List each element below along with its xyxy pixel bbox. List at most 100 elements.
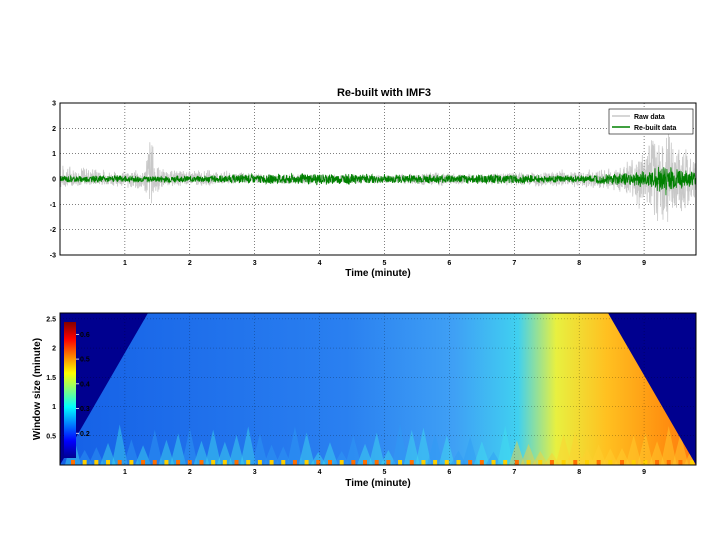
heatmap-hot-cell: [398, 460, 403, 465]
heatmap-bump: [532, 451, 549, 465]
heatmap-hot-cell: [94, 460, 99, 465]
top-y-tick-label: 1: [52, 151, 56, 158]
legend-label-rebuilt: Re-built data: [634, 125, 676, 132]
heatmap-bump: [392, 423, 409, 465]
bottom-plot-frame: [59, 312, 697, 466]
heatmap-hot-cell: [596, 460, 601, 465]
heatmap-hot-cell: [234, 460, 239, 465]
heatmap-hot-cell: [199, 460, 204, 465]
heatmap-hot-cell: [374, 460, 379, 465]
heatmap-hot-cell: [620, 460, 625, 465]
bottom-x-tick-label: 7: [512, 469, 516, 476]
heatmap-bump: [672, 433, 689, 465]
heatmap-bump: [578, 448, 595, 465]
heatmap-hot-cell: [433, 460, 438, 465]
heatmap-bump: [123, 439, 140, 465]
bottom-x-tick-label: 5: [383, 469, 387, 476]
heatmap-hot-cell: [304, 460, 309, 465]
heatmap-bump: [146, 429, 163, 465]
top-x-ticks: 1 2 3 4 5 6 7 8 9: [123, 260, 646, 267]
heatmap-bump: [193, 440, 210, 465]
heatmap-bump: [590, 444, 607, 465]
bottom-y-ticks: 0.5 1 1.5 2 2.5: [46, 316, 56, 440]
heatmap-bump: [438, 435, 455, 465]
heatmap-bump: [462, 436, 479, 465]
heatmap-bump: [485, 451, 502, 465]
bottom-y-tick-label: 2: [52, 346, 56, 353]
heatmap-bump: [450, 450, 467, 465]
heatmap-bump: [497, 425, 514, 465]
heatmap-hot-cell: [211, 460, 216, 465]
bottom-grid: [60, 313, 696, 465]
heatmap-hot-cell: [106, 460, 111, 465]
top-legend: Raw data Re-built data: [608, 108, 694, 135]
heatmap-hot-cell: [666, 460, 671, 465]
heatmap-hot-cell: [339, 460, 344, 465]
heatmap-hot-cell: [584, 460, 589, 465]
heatmap-bump: [567, 431, 584, 465]
heatmap-bump: [660, 426, 677, 465]
heatmap-hot-cell: [655, 460, 660, 465]
heatmap-hot-cell: [608, 460, 613, 465]
top-x-tick-label: 9: [642, 260, 646, 267]
top-y-tick-label: 3: [52, 101, 56, 108]
heatmap-hot-cell: [363, 460, 368, 465]
heatmap-hot-cell: [409, 460, 414, 465]
bottom-x-tick-label: 6: [447, 469, 451, 476]
heatmap-bump: [321, 442, 338, 465]
heatmap-bump: [100, 442, 117, 465]
heatmap-hot-cell: [491, 460, 496, 465]
top-y-tick-label: -3: [50, 253, 56, 260]
heatmap-hot-cell: [573, 460, 578, 465]
heatmap-bump: [158, 439, 175, 465]
heatmap-bump: [286, 426, 303, 465]
heatmap-bump: [602, 448, 619, 465]
heatmap-hot-cell: [526, 460, 531, 465]
heatmap-bump: [181, 427, 198, 465]
colorbar-tick-label: 0.2: [80, 431, 90, 438]
top-chart-title: Re-built with IMF3: [337, 87, 431, 99]
heatmap-bump: [275, 446, 292, 465]
heatmap-hot-cell: [421, 460, 426, 465]
heatmap-bump: [614, 448, 631, 465]
heatmap-hot-cell: [351, 460, 356, 465]
heatmap-hot-cell: [222, 460, 227, 465]
heatmap-fill: [60, 313, 696, 465]
heatmap-hot-cell: [281, 460, 286, 465]
heatmap-bump: [357, 443, 374, 465]
heatmap-bump: [170, 433, 187, 465]
top-y-tick-label: 0: [52, 177, 56, 184]
heatmap-bump: [555, 433, 572, 465]
heatmap-hot-cell: [176, 460, 181, 465]
top-plot-frame: [59, 102, 697, 256]
heatmap-hot-cell: [514, 460, 519, 465]
top-x-tick-label: 7: [512, 260, 516, 267]
top-x-axis-label: Time (minute): [345, 268, 410, 279]
heatmap-hot-cell: [257, 460, 262, 465]
top-y-tick-label: 2: [52, 126, 56, 133]
heatmap-bump: [333, 451, 350, 465]
colorbar-tick-label: 0.6: [80, 332, 90, 339]
heatmap-bump: [240, 426, 257, 465]
heatmap-hot-cell: [117, 460, 122, 465]
heatmap-bump: [415, 427, 432, 465]
top-x-tick-label: 1: [123, 260, 127, 267]
heatmap-bump: [403, 429, 420, 465]
heatmap-bump: [251, 433, 268, 465]
heatmap-hot-cell: [468, 460, 473, 465]
heatmap-bump: [298, 432, 315, 465]
heatmap-hot-cell: [152, 460, 157, 465]
colorbar-tick-label: 0.5: [80, 357, 90, 364]
top-y-tick-label: -1: [50, 202, 56, 209]
heatmap-hot-cell: [479, 460, 484, 465]
bottom-x-tick-label: 3: [253, 469, 257, 476]
colorbar-tick-label: 0.3: [80, 406, 90, 413]
colorbar-tick-label: 0.4: [80, 381, 90, 388]
bottom-x-tick-label: 9: [642, 469, 646, 476]
heatmap-bump: [473, 441, 490, 465]
heatmap-bump: [205, 429, 222, 465]
top-x-tick-label: 2: [188, 260, 192, 267]
heatmap-bump: [637, 432, 654, 465]
legend-box: [608, 108, 694, 135]
